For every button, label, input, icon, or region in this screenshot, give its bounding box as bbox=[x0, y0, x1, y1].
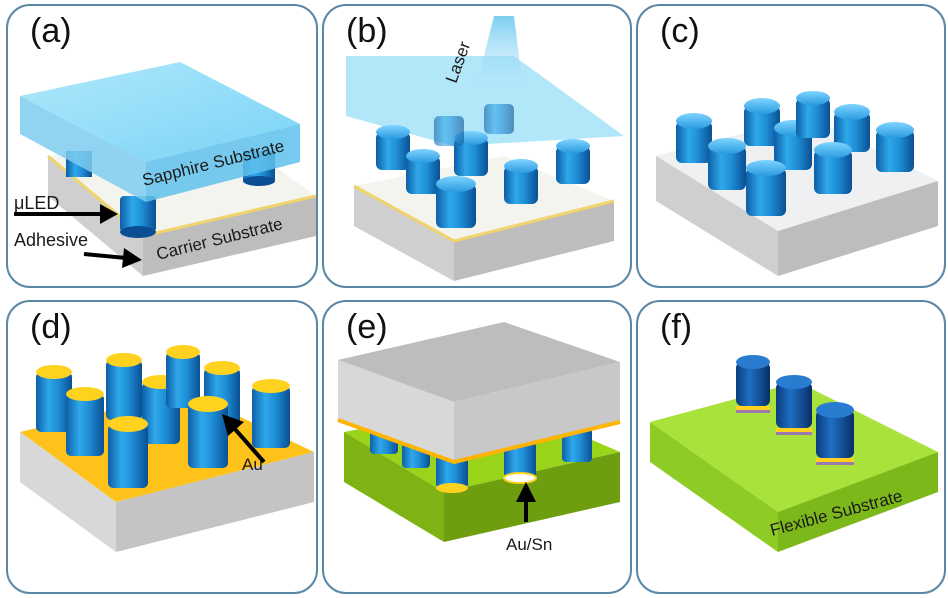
uled-array bbox=[676, 91, 914, 216]
flexible-front bbox=[650, 422, 778, 552]
adhesive-label: Adhesive bbox=[14, 230, 88, 250]
sapphire-top bbox=[20, 62, 300, 162]
au-arrow bbox=[222, 414, 244, 436]
uled-array bbox=[736, 355, 854, 465]
sapphire-front bbox=[20, 96, 146, 202]
panel-b: (b) Laser bbox=[322, 4, 632, 288]
panel-e-illustration: Au/Sn bbox=[337, 322, 621, 554]
uled-label: μLED bbox=[14, 193, 59, 213]
panel-label: (a) bbox=[30, 12, 72, 50]
panel-c: (c) bbox=[636, 4, 946, 288]
au-label: Au bbox=[242, 455, 263, 474]
panel-f-illustration: Flexible Substrate bbox=[650, 355, 938, 552]
uled-arrow bbox=[100, 204, 118, 224]
panel-c-illustration bbox=[656, 91, 938, 276]
ausn-label: Au/Sn bbox=[506, 535, 552, 554]
panel-d-illustration: Au bbox=[20, 345, 314, 552]
panel-e: (e) Au/Sn bbox=[322, 300, 632, 594]
panel-label: (b) bbox=[346, 12, 388, 50]
flexible-side bbox=[778, 452, 938, 552]
ausn-arrow bbox=[516, 482, 536, 502]
panel-b-illustration: Laser bbox=[346, 16, 624, 281]
panel-label: (c) bbox=[660, 12, 700, 50]
panel-label: (d) bbox=[30, 308, 72, 346]
uled-array bbox=[36, 345, 290, 488]
sapphire-side bbox=[146, 124, 300, 202]
carrier-side bbox=[143, 196, 316, 276]
top-substrate-front bbox=[338, 360, 454, 462]
panel-f: (f) Flexible Substrate bbox=[636, 300, 946, 594]
panel-a: (a) Sapphire Substrate Carrier Substrate… bbox=[6, 4, 318, 288]
panel-d: (d) Au bbox=[6, 300, 318, 594]
panel-a-illustration: Sapphire Substrate Carrier Substrate μLE… bbox=[14, 62, 316, 276]
laser-beam bbox=[474, 16, 524, 96]
top-substrate-top bbox=[338, 322, 620, 402]
flexible-top bbox=[650, 382, 938, 512]
adhesive-arrow bbox=[122, 248, 142, 268]
top-substrate-side bbox=[454, 362, 620, 462]
panel-label: (f) bbox=[660, 308, 693, 346]
uled-array bbox=[376, 104, 590, 228]
panel-label: (e) bbox=[346, 308, 388, 346]
sapphire-tilted bbox=[346, 56, 624, 146]
